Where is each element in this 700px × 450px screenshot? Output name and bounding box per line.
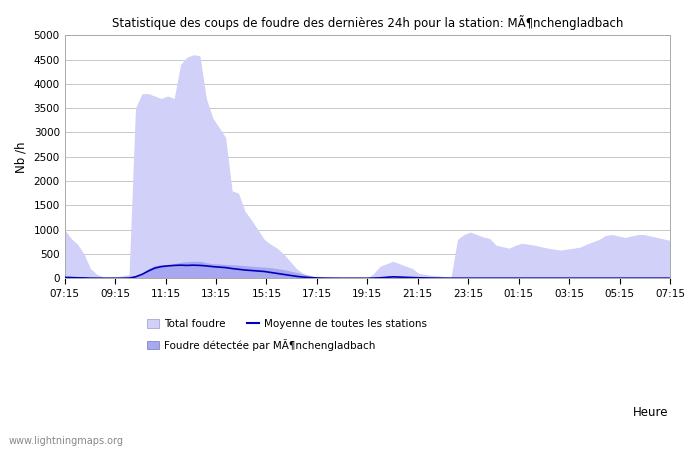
Y-axis label: Nb /h: Nb /h xyxy=(15,141,28,172)
Title: Statistique des coups de foudre des dernières 24h pour la station: MÃ¶nchengladb: Statistique des coups de foudre des dern… xyxy=(111,15,623,30)
Text: Heure: Heure xyxy=(633,406,668,419)
Legend: Foudre détectée par MÃ¶nchengladbach: Foudre détectée par MÃ¶nchengladbach xyxy=(143,334,380,355)
Text: www.lightningmaps.org: www.lightningmaps.org xyxy=(8,436,123,446)
